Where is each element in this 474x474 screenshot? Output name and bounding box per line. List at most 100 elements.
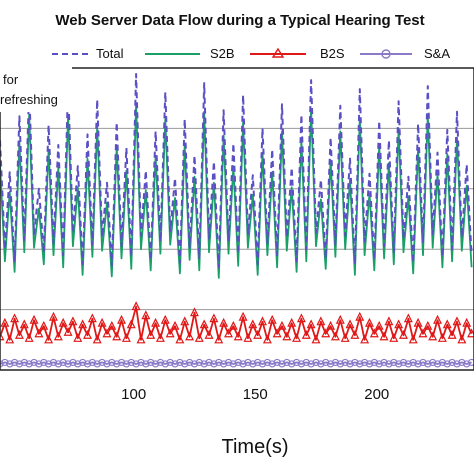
point-s-a	[190, 360, 199, 368]
point-s-a	[156, 358, 165, 367]
point-b2s	[214, 334, 224, 344]
point-b2s	[0, 317, 10, 327]
point-b2s	[58, 317, 68, 327]
point-b2s	[335, 314, 345, 324]
annotation-line-2: refreshing	[0, 92, 58, 107]
point-s-a	[273, 358, 281, 367]
point-b2s	[83, 329, 92, 339]
point-s-a	[424, 360, 432, 368]
point-b2s	[73, 332, 83, 342]
point-b2s	[209, 313, 219, 323]
point-b2s	[306, 319, 316, 329]
point-b2s	[194, 332, 204, 342]
point-s-a	[302, 358, 310, 367]
point-b2s	[355, 311, 365, 321]
point-b2s	[92, 334, 102, 344]
point-s-a	[25, 360, 33, 368]
point-s-a	[117, 358, 126, 367]
point-b2s	[136, 334, 146, 344]
point-s-a	[268, 360, 276, 368]
point-b2s	[29, 314, 39, 324]
point-s-a	[64, 360, 72, 368]
point-s-a	[390, 358, 398, 367]
point-b2s	[63, 326, 73, 336]
point-s-a	[132, 360, 140, 368]
point-b2s	[262, 334, 272, 344]
point-s-a	[103, 360, 111, 368]
point-b2s	[394, 319, 404, 329]
point-b2s	[408, 334, 418, 344]
point-b2s	[146, 329, 156, 339]
point-b2s	[243, 332, 253, 342]
point-b2s	[360, 334, 370, 344]
point-s-a	[288, 360, 296, 368]
point-s-a	[147, 358, 155, 367]
point-s-a	[200, 360, 208, 368]
point-b2s	[369, 328, 379, 338]
markers-layer	[0, 301, 474, 368]
point-s-a	[161, 360, 169, 368]
point-s-a	[142, 360, 150, 368]
point-b2s	[374, 320, 384, 330]
legend-label-b2s: B2S	[320, 46, 345, 61]
legend: Total S2B B2S S&A	[52, 46, 450, 61]
point-b2s	[253, 329, 263, 339]
point-s-a	[35, 360, 43, 368]
point-s-a	[375, 360, 383, 368]
point-s-a	[151, 360, 160, 368]
legend-label-sa: S&A	[424, 46, 450, 61]
point-s-a	[249, 360, 257, 368]
point-s-a	[108, 358, 116, 367]
point-s-a	[438, 358, 446, 367]
point-s-a	[463, 360, 471, 368]
point-b2s	[131, 301, 141, 311]
point-s-a	[254, 358, 262, 367]
point-b2s	[78, 319, 88, 329]
point-b2s	[185, 331, 195, 341]
point-b2s	[165, 328, 175, 338]
point-s-a	[45, 360, 53, 368]
point-b2s	[107, 320, 117, 330]
point-b2s	[87, 313, 97, 323]
point-b2s	[330, 331, 340, 341]
annotation-line-1: for	[3, 72, 19, 87]
point-s-a	[137, 358, 145, 367]
point-s-a	[433, 360, 442, 368]
point-s-a	[210, 360, 218, 368]
point-b2s	[379, 331, 389, 341]
point-b2s	[418, 328, 428, 338]
point-b2s	[321, 328, 331, 338]
point-b2s	[350, 329, 360, 339]
point-s-a	[429, 358, 437, 367]
point-b2s	[258, 316, 267, 326]
x-tick-label: 200	[364, 386, 389, 403]
point-s-a	[88, 358, 96, 367]
point-s-a	[229, 360, 237, 368]
point-b2s	[282, 331, 292, 341]
point-s-a	[331, 358, 340, 367]
point-b2s	[141, 310, 151, 320]
point-b2s	[238, 311, 248, 321]
point-b2s	[97, 317, 107, 327]
point-s-a	[69, 358, 77, 367]
point-s-a	[181, 360, 189, 368]
x-axis-label: Time(s)	[221, 436, 288, 458]
point-b2s	[151, 317, 161, 327]
point-b2s	[413, 317, 423, 327]
point-b2s	[340, 332, 350, 342]
point-s-a	[414, 360, 422, 368]
point-s-a	[453, 360, 461, 368]
point-b2s	[277, 320, 287, 330]
point-s-a	[307, 360, 315, 368]
point-b2s	[345, 319, 355, 329]
point-s-a	[49, 358, 58, 367]
point-b2s	[10, 313, 20, 323]
point-b2s	[272, 328, 282, 338]
point-s-a	[30, 358, 38, 367]
point-b2s	[24, 332, 34, 342]
point-b2s	[68, 316, 78, 326]
point-b2s	[175, 334, 185, 344]
point-b2s	[5, 334, 15, 344]
point-s-a	[239, 360, 247, 368]
